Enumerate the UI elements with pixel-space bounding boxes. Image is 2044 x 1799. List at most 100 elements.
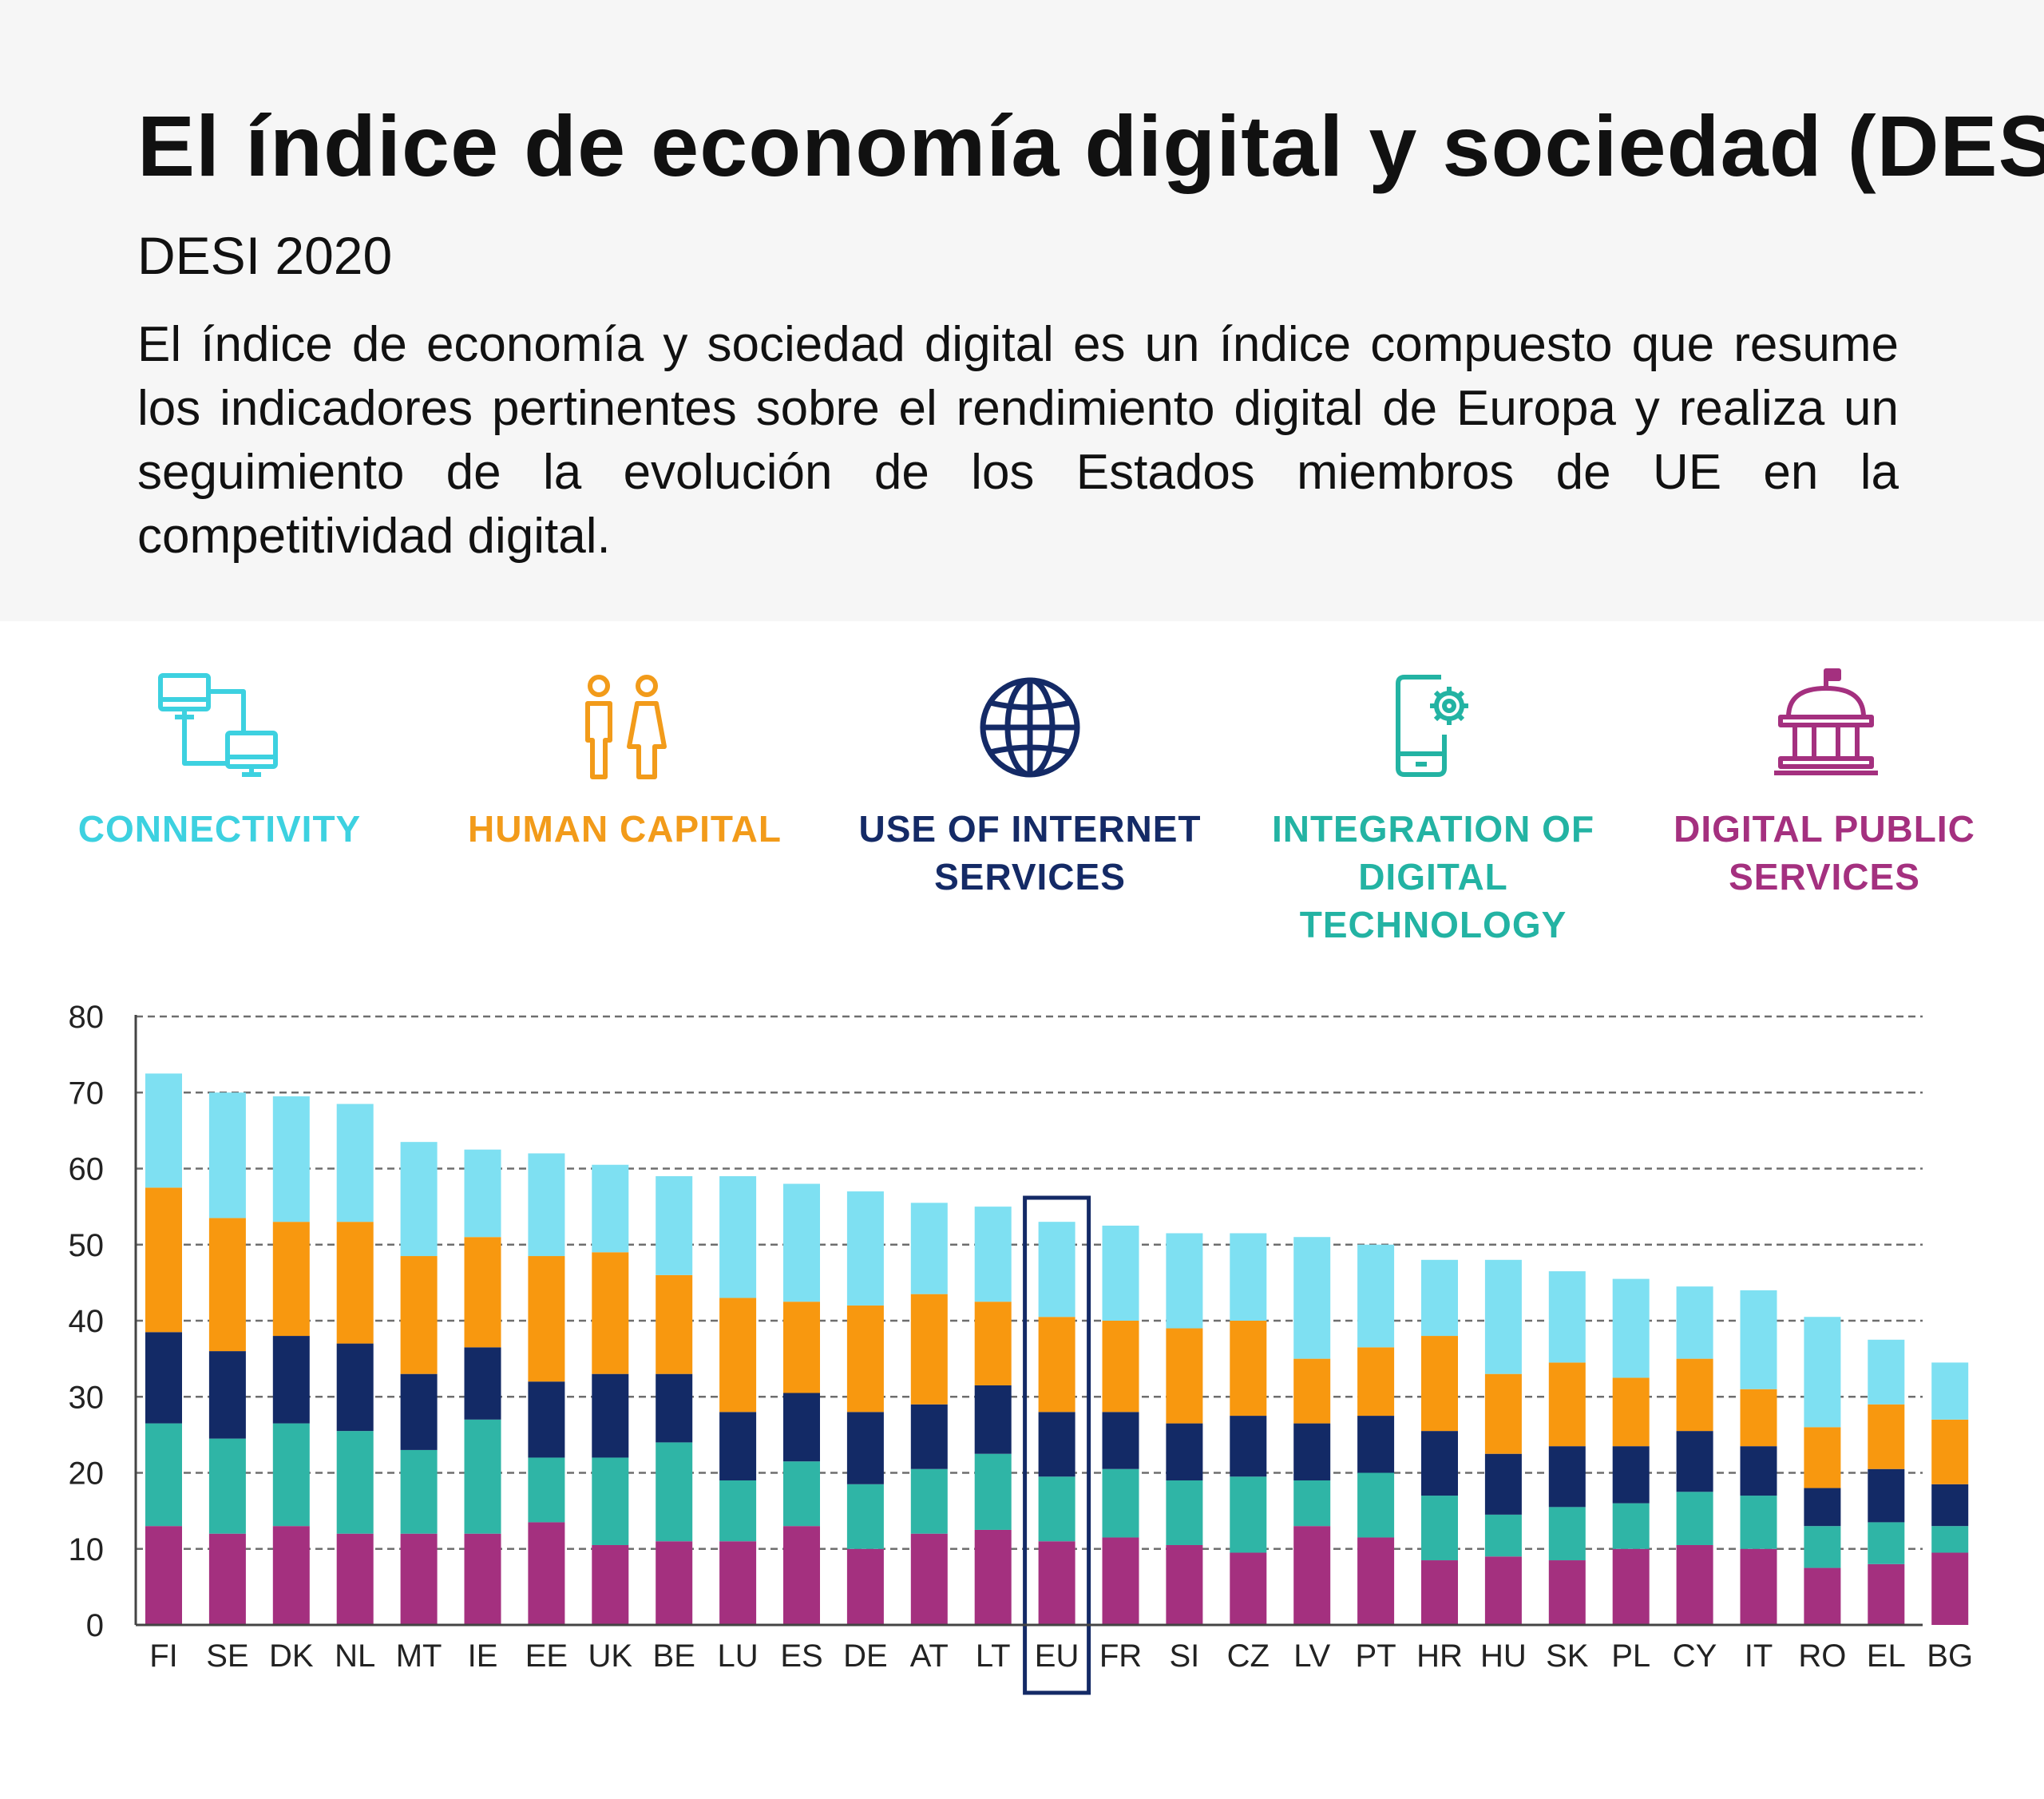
bar-segment	[656, 1176, 693, 1275]
bar-segment	[719, 1541, 757, 1625]
bar-segment	[592, 1164, 629, 1253]
bar-segment	[208, 1438, 246, 1534]
legend-label-integration-of-digital-technology: INTEGRATION OF DIGITAL TECHNOLOGY	[1271, 808, 1595, 945]
bar-segment	[1740, 1548, 1777, 1625]
bar-segment	[1804, 1317, 1841, 1428]
x-tick-label: PT	[1356, 1639, 1396, 1674]
bar-segment	[1868, 1468, 1905, 1523]
bar-segment	[1293, 1526, 1331, 1625]
legend-label-connectivity: CONNECTIVITY	[77, 808, 362, 850]
bar-segment	[1038, 1317, 1075, 1413]
bar-segment	[1484, 1556, 1522, 1625]
bar-segment	[1293, 1423, 1331, 1481]
x-tick-label: FR	[1099, 1639, 1142, 1674]
bar-segment	[336, 1431, 374, 1534]
bar-segment	[1166, 1544, 1203, 1625]
bar-segment	[719, 1298, 757, 1413]
bar-segment	[336, 1222, 374, 1344]
bar-segment	[974, 1207, 1012, 1302]
bar-segment	[1421, 1560, 1458, 1625]
x-tick-label: LU	[718, 1639, 759, 1674]
bar-segment	[783, 1302, 820, 1393]
connected-computers-icon	[158, 673, 278, 777]
bar-segment	[910, 1404, 948, 1469]
bar-segment	[272, 1096, 310, 1222]
x-tick-label: CZ	[1227, 1639, 1270, 1674]
bar-segment	[1421, 1259, 1458, 1337]
bar-segment	[1293, 1480, 1331, 1527]
bar-segment	[719, 1480, 757, 1542]
bar-segment	[1612, 1446, 1650, 1504]
bar-segment	[1612, 1503, 1650, 1549]
bar-segment	[1102, 1468, 1139, 1538]
x-tick-label: EL	[1867, 1639, 1906, 1674]
y-tick-label: 30	[69, 1380, 105, 1415]
bar-segment	[272, 1423, 310, 1527]
bar-segment	[846, 1412, 884, 1484]
bar-segment	[1804, 1526, 1841, 1568]
page-title: El índice de economía digital y sociedad…	[137, 97, 2044, 194]
bar-segment	[1230, 1321, 1267, 1417]
x-tick-label: BG	[1927, 1639, 1973, 1674]
bar-segment	[464, 1533, 501, 1625]
bar-segment	[464, 1149, 501, 1238]
bar-segment	[400, 1373, 438, 1450]
bar-segment	[974, 1453, 1012, 1530]
bar-segment	[910, 1203, 948, 1294]
bar-segment	[400, 1142, 438, 1257]
bar-segment	[1357, 1537, 1395, 1625]
bar-segment	[1038, 1541, 1075, 1625]
bar-segment	[656, 1274, 693, 1374]
bar-segment	[145, 1423, 182, 1527]
y-tick-label: 80	[69, 1000, 105, 1035]
x-tick-label: NL	[335, 1639, 375, 1674]
bar-segment	[145, 1073, 182, 1188]
bar-segment	[1612, 1377, 1650, 1447]
description-text: El índice de economía y sociedad digital…	[137, 317, 1899, 564]
header-band	[0, 0, 2044, 621]
x-tick-label: PL	[1611, 1639, 1650, 1674]
x-tick-label: MT	[396, 1639, 442, 1674]
globe-icon	[980, 677, 1080, 778]
bar-segment	[145, 1332, 182, 1424]
x-tick-label: FI	[149, 1639, 178, 1674]
bar-segment	[1102, 1225, 1139, 1321]
bar-segment	[1868, 1339, 1905, 1405]
bar-segment	[1484, 1373, 1522, 1454]
bar-segment	[1740, 1290, 1777, 1389]
bar-segment	[1676, 1544, 1713, 1625]
bar-segment	[656, 1442, 693, 1542]
bar-segment	[974, 1529, 1012, 1625]
x-tick-label: LT	[976, 1639, 1011, 1674]
people-icon	[585, 675, 667, 779]
bar-segment	[208, 1533, 246, 1625]
bar-segment	[1931, 1552, 1969, 1625]
bar-segment	[783, 1183, 820, 1302]
bar-segment	[1676, 1358, 1713, 1432]
bar-segment	[783, 1526, 820, 1625]
bar-segment	[656, 1373, 693, 1443]
bar-segment	[719, 1176, 757, 1298]
x-tick-label: IE	[468, 1639, 498, 1674]
bar-segment	[1548, 1560, 1586, 1625]
bar-segment	[1230, 1416, 1267, 1477]
x-tick-label: BE	[653, 1639, 695, 1674]
bar-segment	[336, 1343, 374, 1432]
bar-segment	[1676, 1286, 1713, 1359]
bar-segment	[1166, 1423, 1203, 1481]
highlight-box	[1023, 1195, 1091, 1695]
bar-segment	[528, 1457, 565, 1523]
bar-segment	[208, 1351, 246, 1439]
bar-segment	[1740, 1389, 1777, 1447]
x-tick-label: ES	[780, 1639, 822, 1674]
y-tick-label: 70	[69, 1076, 105, 1111]
bar-segment	[1740, 1446, 1777, 1496]
legend-label-digital-public-services: DIGITAL PUBLIC SERVICES	[1674, 808, 1975, 898]
x-tick-label: IT	[1745, 1639, 1773, 1674]
bar-segment	[719, 1412, 757, 1481]
bar-segment	[592, 1544, 629, 1625]
bar-segment	[208, 1218, 246, 1352]
bar-segment	[336, 1533, 374, 1625]
bar-segment	[1038, 1222, 1075, 1318]
